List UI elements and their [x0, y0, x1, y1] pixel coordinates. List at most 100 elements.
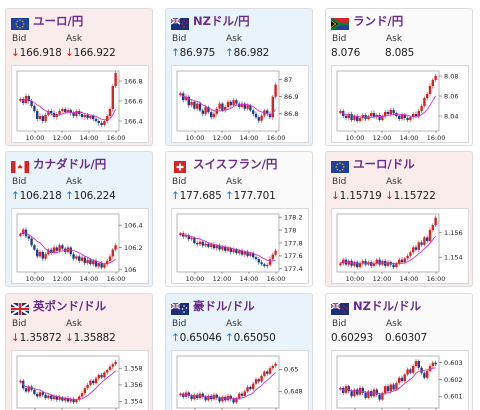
currency-pair-title[interactable]: NZドル/ドル	[353, 299, 422, 313]
card-header[interactable]: NZドル/円	[170, 14, 250, 30]
bid-number: 166.918	[19, 47, 62, 59]
currency-pair-title[interactable]: ランド/円	[353, 14, 404, 28]
candle-body	[249, 386, 252, 390]
y-tick-label: 0.65	[284, 366, 298, 374]
price-chart[interactable]: 106.4 106.2 106 10:00 12:00 14:00 16:00	[11, 208, 149, 284]
currency-pair-title[interactable]: ユーロ/円	[33, 14, 84, 28]
rate-card-zarjpy[interactable]: ランド/円 Bid 8.076 Ask 8.085 8.08 8.06 8.04 10:00 12…	[325, 8, 473, 146]
card-header[interactable]: スイスフラン/円	[171, 157, 278, 173]
y-tick-label: 106	[124, 266, 136, 274]
candle-body	[409, 252, 412, 256]
card-header[interactable]: ランド/円	[330, 14, 404, 31]
candle-body	[364, 392, 367, 398]
candle-body	[384, 112, 387, 116]
y-tick-label: 8.04	[444, 112, 458, 120]
down-arrow-icon: ↓	[385, 190, 394, 202]
bid-value: 0.60293	[331, 332, 373, 344]
card-header[interactable]: ユーロ/円	[11, 14, 84, 30]
currency-pair-title[interactable]: カナダドル/円	[33, 157, 107, 171]
candle-body	[356, 262, 359, 268]
candle-body	[423, 98, 426, 106]
card-header[interactable]: ユーロ/ドル	[331, 157, 415, 173]
candle-body	[274, 363, 277, 366]
price-chart[interactable]: 178.2 178 177.8 177.6 177.4 10:00 12:00 14:00 16…	[171, 208, 309, 284]
card-header[interactable]: カナダドル/円	[11, 157, 107, 173]
candle-body	[254, 113, 258, 118]
card-header[interactable]: NZドル/ドル	[330, 299, 422, 315]
candle-body	[353, 262, 356, 266]
rate-card-nzdusd[interactable]: NZドル/ドル Bid 0.60293 Ask 0.60307 0.603 0.602 0.6…	[325, 293, 473, 410]
candle-body	[358, 263, 362, 268]
candle-body	[221, 103, 224, 111]
ask-number: 1.15722	[393, 190, 436, 202]
candle-body	[246, 252, 249, 256]
candle-body	[89, 116, 92, 118]
currency-pair-title[interactable]: 英ポンド/ドル	[33, 299, 107, 313]
candle-body	[201, 241, 204, 246]
price-chart[interactable]: 87 86.9 86.8 10:00 12:00 14:00 16:00	[171, 65, 309, 143]
price-chart[interactable]: 166.8 166.6 166.4 10:00 12:00 14:00 16:00	[11, 65, 149, 143]
currency-pair-title[interactable]: ユーロ/ドル	[353, 157, 415, 171]
bid-number: 0.65046	[179, 332, 222, 344]
eu-flag-icon	[331, 158, 349, 173]
ask-label: Ask	[226, 34, 243, 44]
moving-average-line	[20, 98, 117, 121]
bid-value: ↓1.15719	[331, 190, 382, 202]
candle-body	[257, 259, 260, 263]
candle-body	[179, 93, 182, 96]
candle-body	[266, 110, 269, 114]
card-header[interactable]: 豪ドル/ドル	[170, 299, 255, 315]
ask-value: ↓166.922	[65, 47, 116, 59]
candle-body	[392, 264, 395, 268]
candle-body	[187, 235, 190, 240]
candle-body	[100, 263, 103, 268]
candle-body	[426, 94, 429, 98]
candle-body	[50, 395, 53, 399]
rate-card-gbpusd[interactable]: 英ポンド/ドル Bid ↓1.35872 Ask ↓1.35882 1.358 1.356 1…	[5, 293, 153, 410]
candle-body	[106, 370, 109, 373]
rate-card-eurusd[interactable]: ユーロ/ドル Bid ↓1.15719 Ask ↓1.15722 1.156 1.154 10…	[325, 151, 473, 287]
rate-card-eurjpy[interactable]: ユーロ/円 Bid ↓166.918 Ask ↓166.922 166.8 166.6 166…	[5, 8, 153, 146]
ask-label: Ask	[386, 34, 403, 44]
y-tick-label: 86.9	[284, 93, 298, 101]
candle-body	[229, 101, 232, 106]
candle-body	[386, 386, 390, 392]
candle-body	[361, 260, 364, 264]
candle-body	[372, 263, 376, 266]
candle-body	[69, 398, 72, 402]
candle-body	[409, 369, 412, 373]
bid-label: Bid	[12, 177, 27, 187]
candle-body	[196, 394, 199, 399]
candle-body	[246, 105, 249, 109]
y-tick-label: 1.154	[444, 253, 463, 261]
card-header[interactable]: 英ポンド/ドル	[10, 299, 107, 316]
candle-body	[257, 117, 260, 121]
bid-number: 8.076	[331, 47, 361, 59]
candle-body	[103, 264, 106, 268]
candle-body	[92, 380, 95, 384]
candle-body	[361, 115, 364, 118]
currency-pair-title[interactable]: スイスフラン/円	[193, 157, 278, 171]
rate-card-audusd[interactable]: 豪ドル/ドルBid↑0.65046Ask↑0.650500.650.64810:…	[165, 293, 313, 410]
rate-card-cadjpy[interactable]: カナダドル/円 Bid ↑106.218 Ask ↑106.224 106.4 106.2 1…	[5, 151, 153, 287]
price-chart[interactable]: 1.156 1.154 10:00 12:00 14:00 16:00	[331, 208, 469, 284]
currency-pair-title[interactable]: 豪ドル/ドル	[193, 299, 255, 313]
candle-body	[47, 249, 50, 255]
candle-body	[193, 394, 196, 400]
candle-body	[266, 371, 269, 374]
price-chart[interactable]: 8.08 8.06 8.04 10:00 12:00 14:00 16:00	[331, 65, 469, 143]
candle-body	[417, 111, 420, 116]
bid-label: Bid	[332, 34, 347, 44]
up-arrow-icon: ↑	[171, 332, 180, 344]
rate-card-chfjpy[interactable]: スイスフラン/円 Bid ↑177.685 Ask ↑177.701 178.2 178 17…	[165, 151, 313, 287]
candle-body	[190, 395, 193, 400]
bid-label: Bid	[172, 177, 187, 187]
candle-body	[252, 110, 255, 114]
currency-pair-title[interactable]: NZドル/円	[193, 14, 250, 28]
candle-body	[398, 116, 401, 119]
rate-card-nzdjpy[interactable]: NZドル/円 Bid ↑86.975 Ask ↑86.982 87 86.9 86.8 10:0…	[165, 8, 313, 146]
up-arrow-icon: ↑	[171, 47, 180, 59]
